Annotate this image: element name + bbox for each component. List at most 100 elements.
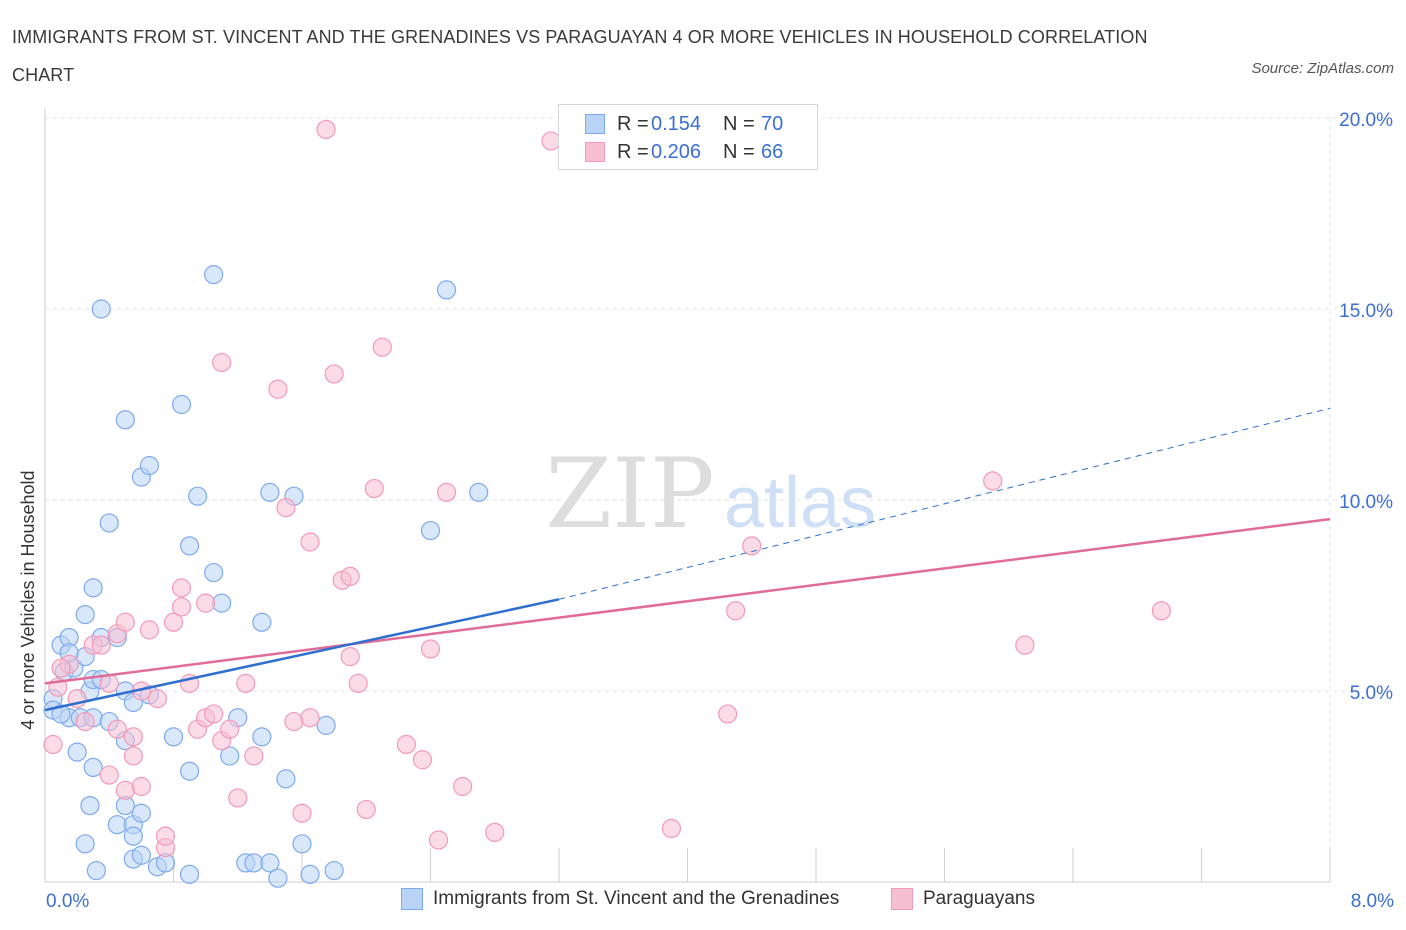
point-paraguayan: [372, 337, 392, 357]
point-paraguayan: [300, 708, 320, 728]
point-paraguayan: [107, 719, 127, 739]
point-paraguayan: [364, 478, 384, 499]
point-paraguayan: [292, 803, 312, 823]
point-paraguayan: [204, 704, 224, 724]
point-st-vincent: [75, 604, 95, 625]
point-paraguayan: [123, 746, 143, 766]
point-paraguayan: [742, 536, 762, 556]
watermark-zip: ZIP: [545, 438, 714, 550]
point-st-vincent: [420, 520, 441, 541]
point-paraguayan: [661, 818, 682, 839]
stats-legend-row-1: R = 0.154 N = 70: [585, 110, 783, 138]
legend-label: Paraguayans: [923, 888, 1035, 909]
n-value: 70: [761, 112, 784, 135]
point-paraguayan: [436, 482, 457, 502]
stats-legend: R = 0.154 N = 70 R = 0.206 N = 66: [558, 104, 818, 170]
point-paraguayan: [171, 597, 192, 617]
point-st-vincent: [131, 803, 151, 823]
point-st-vincent: [83, 578, 103, 598]
point-st-vincent: [139, 456, 160, 476]
legend-swatch-blue: [585, 114, 605, 134]
point-paraguayan: [412, 750, 433, 770]
point-paraguayan: [155, 826, 176, 846]
point-paraguayan: [316, 119, 336, 140]
point-paraguayan: [453, 776, 473, 797]
chart-title: IMMIGRANTS FROM ST. VINCENT AND THE GREN…: [12, 27, 1148, 85]
point-paraguayan: [43, 734, 63, 755]
r-value: 0.206: [651, 140, 702, 163]
trend-lines: [44, 407, 1331, 712]
y-tick-label: 10.0%: [1339, 492, 1393, 513]
point-paraguayan: [268, 379, 288, 399]
series-legend: Immigrants from St. Vincent and the Gren…: [0, 888, 1406, 916]
y-tick-labels: 5.0% 10.0% 15.0% 20.0%: [1339, 110, 1393, 704]
y-tick-label: 20.0%: [1339, 110, 1393, 131]
data-points: [43, 119, 1171, 888]
point-st-vincent: [220, 746, 240, 766]
point-st-vincent: [292, 834, 312, 854]
point-st-vincent: [51, 704, 71, 724]
legend-item-st-vincent: Immigrants from St. Vincent and the Gren…: [401, 888, 839, 910]
point-st-vincent: [316, 715, 336, 735]
point-st-vincent: [252, 612, 272, 632]
source-label: Source: ZipAtlas.com: [1251, 60, 1394, 77]
point-paraguayan: [396, 734, 417, 755]
point-st-vincent: [252, 727, 272, 747]
point-paraguayan: [428, 830, 449, 850]
point-st-vincent: [260, 482, 280, 502]
point-st-vincent: [179, 864, 200, 884]
point-paraguayan: [284, 711, 304, 732]
point-paraguayan: [196, 593, 216, 613]
point-paraguayan: [340, 647, 360, 667]
grid: [44, 108, 1390, 883]
point-st-vincent: [91, 299, 111, 319]
point-paraguayan: [276, 498, 296, 518]
n-value: 66: [761, 140, 784, 163]
point-st-vincent: [187, 486, 208, 506]
point-st-vincent: [469, 482, 489, 502]
point-st-vincent: [179, 536, 200, 556]
point-st-vincent: [212, 593, 232, 613]
point-paraguayan: [147, 689, 168, 709]
stats-legend-row-2: R = 0.206 N = 66: [585, 138, 783, 166]
point-paraguayan: [123, 727, 143, 747]
r-label: R =: [617, 112, 649, 135]
point-paraguayan: [348, 673, 368, 693]
point-st-vincent: [204, 562, 224, 583]
trend-line-st-vincent: [44, 598, 560, 712]
point-paraguayan: [228, 788, 248, 808]
point-paraguayan: [485, 822, 505, 842]
point-paraguayan: [356, 799, 376, 820]
r-label: R =: [617, 140, 649, 163]
point-st-vincent: [276, 769, 296, 789]
watermark-atlas: atlas: [724, 463, 876, 543]
point-st-vincent: [67, 742, 87, 762]
y-tick-label: 5.0%: [1350, 683, 1393, 704]
point-st-vincent: [115, 410, 135, 430]
point-paraguayan: [718, 704, 738, 724]
trend-line-paraguayans: [44, 517, 1331, 685]
n-label: N =: [723, 140, 755, 163]
point-paraguayan: [300, 532, 320, 552]
point-paraguayan: [212, 352, 232, 373]
point-paraguayan: [244, 746, 264, 766]
point-paraguayan: [51, 658, 71, 678]
point-st-vincent: [204, 265, 224, 285]
point-paraguayan: [1015, 635, 1035, 655]
x-tick-max: 8.0%: [1350, 891, 1394, 912]
y-axis-label: 4 or more Vehicles in Household: [18, 470, 38, 730]
point-paraguayan: [75, 711, 95, 732]
r-value: 0.154: [651, 112, 702, 135]
legend-label: Immigrants from St. Vincent and the Gren…: [433, 888, 840, 909]
legend-swatch-pink: [891, 888, 913, 910]
point-paraguayan: [115, 780, 135, 800]
point-paraguayan: [1151, 601, 1171, 621]
point-st-vincent: [171, 394, 192, 415]
point-st-vincent: [163, 727, 184, 747]
point-st-vincent: [131, 845, 151, 865]
point-paraguayan: [726, 601, 746, 621]
point-paraguayan: [131, 776, 151, 797]
point-st-vincent: [107, 815, 127, 835]
point-st-vincent: [83, 757, 103, 778]
